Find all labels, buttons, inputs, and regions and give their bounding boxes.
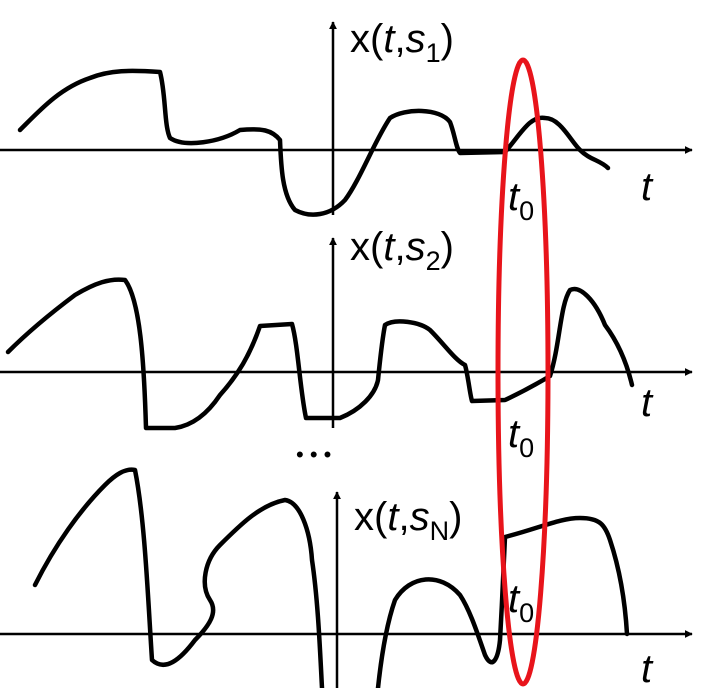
ellipsis: • • • [296,442,331,467]
panel-2: x(t,s2) t t0 [0,225,693,463]
sample-path-2 [5,277,635,431]
sample-path-3 [32,467,325,688]
t0-label-3: t0 [508,577,534,628]
t0-highlight-ellipse [495,57,551,687]
sample-path-3b [375,515,630,688]
t0-label-2: t0 [508,412,534,463]
t-axis-label-2: t [641,381,654,425]
t-axis-label-3: t [641,647,654,688]
t0-label-1: t0 [508,175,534,226]
panel-1: x(t,s1) t t0 [0,17,693,226]
t-axis-label-1: t [641,165,654,209]
label-1: x(t,s1) [350,17,454,68]
panel-3: x(t,sN) t t0 [0,467,693,688]
sample-path-1 [17,68,611,217]
label-3: x(t,sN) [354,495,462,546]
label-2: x(t,s2) [350,225,454,276]
